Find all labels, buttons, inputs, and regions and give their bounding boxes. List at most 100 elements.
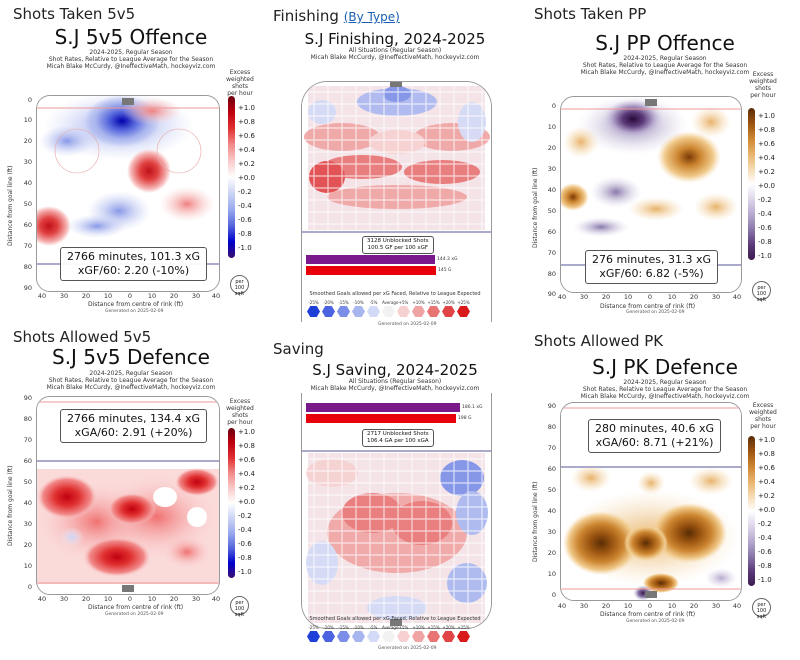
- cb-tick: -1.0: [238, 244, 252, 252]
- section-shots-allowed-5v5: Shots Allowed 5v5: [13, 328, 152, 346]
- cb-tick: +1.0: [758, 436, 775, 444]
- cb-tick: +0.6: [238, 132, 255, 140]
- y-tick: 80: [23, 263, 32, 271]
- y-tick: 10: [23, 562, 32, 570]
- per-area-badge: per 100 sqft: [752, 598, 771, 620]
- hex-legend-label: -25%: [308, 625, 319, 630]
- hex-legend-label: -5%: [369, 300, 378, 305]
- y-tick: 90: [23, 284, 32, 292]
- cb-tick: -0.6: [238, 216, 252, 224]
- hex-legend-label: -15%: [338, 625, 349, 630]
- y-tick: 60: [547, 465, 556, 473]
- x-tick: 30: [711, 602, 721, 610]
- cb-tick: +0.6: [758, 464, 775, 472]
- hex-legend-swatch: [367, 631, 380, 642]
- goals-bar: [306, 266, 436, 275]
- hex-legend-swatch: [427, 306, 440, 317]
- xg-bar-label: 186.1 xG: [462, 405, 483, 410]
- cb-tick: +1.0: [758, 112, 775, 120]
- hex-legend-labels: -25% -20% -15% -10% -5% Average +5% +10%…: [307, 300, 470, 305]
- y-axis-label: Distance from goal line (ft): [7, 165, 14, 246]
- y-tick: 50: [547, 207, 556, 215]
- panel-subtitle: 2024-2025, Regular Season Shot Rates, Re…: [46, 49, 216, 70]
- y-tick: 0: [27, 96, 32, 104]
- x-tick: 20: [169, 595, 179, 603]
- y-tick: 60: [23, 221, 32, 229]
- y-tick: 60: [547, 228, 556, 236]
- cb-tick: -0.6: [758, 224, 772, 232]
- hex-legend-label: Average: [382, 300, 399, 305]
- y-tick: 70: [547, 249, 556, 257]
- y-tick: 70: [23, 436, 32, 444]
- x-tick: 20: [81, 292, 91, 300]
- x-tick: 30: [191, 292, 201, 300]
- hex-legend-swatch: [367, 306, 380, 317]
- generated-note: Generated on 2025-02-09: [378, 322, 437, 327]
- hex-legend-label: -15%: [338, 300, 349, 305]
- cb-tick: -0.4: [758, 210, 772, 218]
- y-tick: 80: [23, 415, 32, 423]
- panel-title: S.J 5v5 Defence: [52, 345, 210, 369]
- colorbar: [748, 108, 755, 260]
- goal-net: [390, 82, 402, 87]
- cb-tick: +0.4: [238, 470, 255, 478]
- stat-box: 276 minutes, 31.3 xG xGF/60: 6.82 (-5%): [585, 250, 719, 284]
- hex-legend-swatch: [397, 631, 410, 642]
- x-tick: 40: [557, 293, 567, 301]
- xg-bar: [306, 255, 435, 264]
- panel-subtitle: 2024-2025, Regular Season Shot Rates, Re…: [580, 379, 750, 400]
- cb-tick: +0.2: [758, 168, 775, 176]
- hex-legend-swatch: [352, 631, 365, 642]
- panel-subtitle: All Situations (Regular Season) Micah Bl…: [310, 47, 480, 61]
- hex-legend-swatch: [442, 631, 455, 642]
- panel-title: S.J 5v5 Offence: [54, 25, 208, 49]
- hex-legend-label: -20%: [323, 300, 334, 305]
- cb-tick: +0.4: [758, 154, 775, 162]
- per-area-badge: per 100 sqft: [230, 275, 249, 297]
- colorbar-title: Excess weighted shots per hour: [226, 398, 254, 426]
- y-tick: 70: [547, 444, 556, 452]
- hex-legend-swatch: [457, 631, 470, 642]
- panel-finishing: S.J Finishing, 2024-2025 All Situations …: [270, 26, 520, 331]
- rink-hexmap: [301, 393, 492, 629]
- y-tick: 80: [547, 423, 556, 431]
- x-tick: 10: [147, 292, 157, 300]
- by-type-link[interactable]: (By Type): [343, 10, 400, 24]
- hex-legend-label: -5%: [369, 625, 378, 630]
- y-tick: 90: [23, 394, 32, 402]
- stat-box: 3128 Unblocked Shots 100.5 GF per 100 xG…: [362, 236, 434, 254]
- hex-legend-swatch: [322, 631, 335, 642]
- x-tick: 40: [732, 293, 742, 301]
- hex-legend-swatch: [322, 306, 335, 317]
- y-tick: 30: [547, 165, 556, 173]
- hex-legend-label: +5%: [398, 300, 409, 305]
- cb-tick: +0.6: [758, 140, 775, 148]
- hex-legend-swatch: [442, 306, 455, 317]
- x-tick: 20: [601, 293, 611, 301]
- legend-title: Smoothed Goals allowed per xG Faced, Rel…: [309, 291, 481, 297]
- x-tick: 40: [211, 292, 221, 300]
- hex-legend-label: +25%: [457, 300, 470, 305]
- xg-bar-label: 144.3 xG: [437, 257, 458, 262]
- hex-legend-label: +20%: [442, 625, 455, 630]
- xg-bar: [306, 403, 460, 412]
- x-tick: 40: [211, 595, 221, 603]
- cb-tick: +0.2: [238, 160, 255, 168]
- per-area-badge: per 100 sqft: [752, 281, 771, 303]
- x-tick: 0: [127, 595, 133, 603]
- y-tick: 20: [23, 541, 32, 549]
- x-tick: 40: [37, 292, 47, 300]
- panel-subtitle: 2024-2025, Regular Season Shot Rates, Re…: [46, 370, 216, 391]
- cb-tick: -0.8: [238, 230, 252, 238]
- colorbar-title: Excess weighted shots per hour: [226, 69, 254, 97]
- hexmap-svg: [302, 82, 491, 232]
- cb-tick: -0.8: [758, 238, 772, 246]
- cb-tick: +0.8: [238, 118, 255, 126]
- hex-legend-label: -25%: [308, 300, 319, 305]
- y-tick: 90: [547, 402, 556, 410]
- y-tick: 40: [23, 499, 32, 507]
- x-tick: 0: [647, 293, 653, 301]
- cb-tick: -0.4: [238, 526, 252, 534]
- goals-bar: [306, 414, 456, 423]
- cb-tick: +0.8: [238, 442, 255, 450]
